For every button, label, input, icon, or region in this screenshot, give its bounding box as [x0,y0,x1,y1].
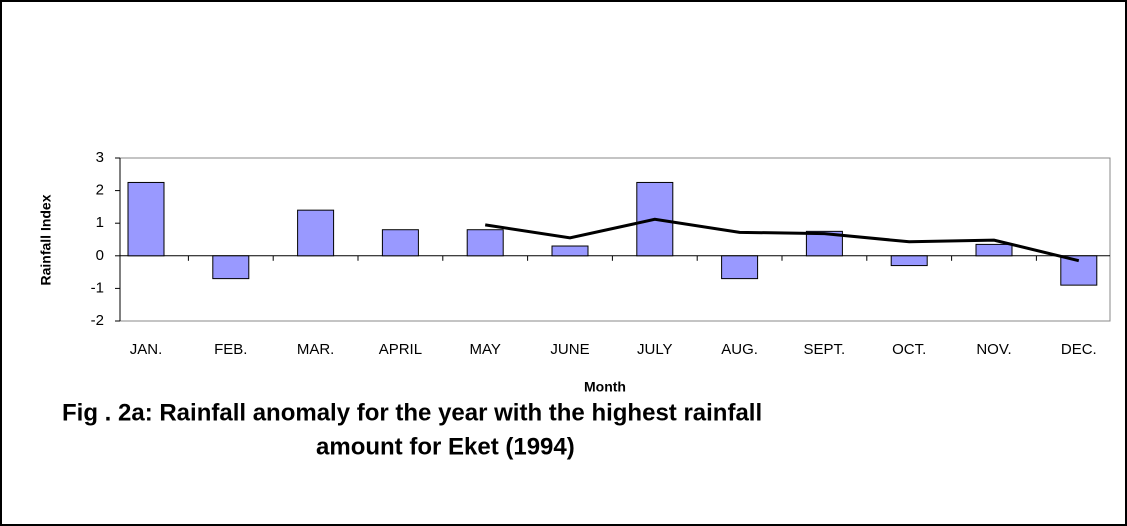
y-tick-label: 2 [96,182,104,199]
bar [975,243,1013,257]
x-tick-label: JUNE [550,341,589,358]
x-tick-label: MAR. [297,341,335,358]
line [484,217,1080,263]
chart-title: amount for Eket (1994) [316,433,575,460]
y-axis-title: Rainfall Index [38,194,54,285]
chart-title: Fig . 2a: Rainfall anomaly for the year … [62,399,762,426]
bar [127,181,165,257]
x-tick-label: NOV. [976,341,1011,358]
x-tick-label: JAN. [130,341,163,358]
y-tick-label: 3 [96,149,104,166]
x-tick-label: FEB. [214,341,247,358]
bar [297,209,335,257]
x-tick-label: DEC. [1061,341,1097,358]
bar [212,255,250,280]
y-tick-label: 1 [96,214,104,231]
plot-area [119,157,1111,322]
x-tick-label: MAY [469,341,500,358]
x-tick-label: SEPT. [804,341,846,358]
x-tick-label: APRIL [379,341,422,358]
x-tick-label: JULY [637,341,673,358]
bar [890,255,928,267]
y-tick-label: -2 [91,312,104,329]
bar [466,229,504,257]
bar [721,255,759,280]
y-tick-label: 0 [96,247,104,264]
x-axis-title: Month [584,379,626,395]
bar [551,245,589,257]
x-tick-label: AUG. [721,341,758,358]
bar [381,229,419,257]
x-tick-label: OCT. [892,341,926,358]
y-tick-label: -1 [91,279,104,296]
